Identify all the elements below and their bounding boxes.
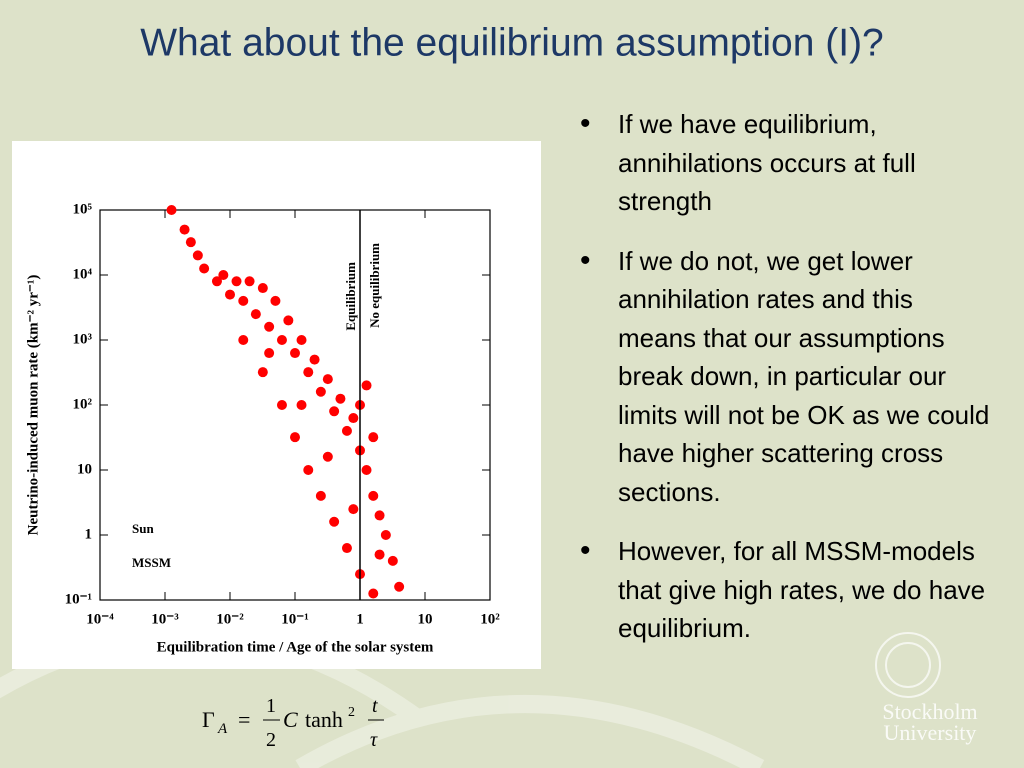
scatter-point [225, 289, 235, 300]
scatter-point [394, 581, 405, 592]
scatter-point [283, 315, 294, 326]
y-tick-label: 10² [73, 396, 93, 412]
y-tick-label: 1 [85, 526, 93, 542]
annotation: Equilibrium [343, 262, 358, 331]
logo-text: University [884, 720, 977, 745]
scatter-point [315, 386, 326, 397]
scatter-point [199, 263, 210, 274]
scatter-point [264, 321, 275, 332]
scatter-point [238, 295, 249, 306]
scatter-point [185, 237, 196, 248]
formula-part: 1 [266, 695, 276, 717]
annotation: MSSM [132, 555, 171, 570]
x-tick-label: 10⁻¹ [281, 611, 308, 627]
annotation: No equilibrium [367, 243, 382, 328]
formula-part: = [238, 707, 250, 732]
scatter-point [374, 549, 385, 560]
x-tick-label: 10⁻⁴ [86, 611, 114, 627]
scatter-point [257, 283, 268, 294]
scatter-point [296, 400, 307, 410]
x-tick-label: 10 [418, 611, 433, 627]
x-tick-label: 10² [480, 611, 500, 627]
slide-title: What about the equilibrium assumption (I… [140, 21, 884, 64]
scatter-point [368, 490, 379, 501]
scatter-point [387, 555, 398, 566]
scatter-point [244, 276, 255, 287]
formula-part: t [372, 695, 378, 717]
scatter-point [303, 367, 314, 378]
formula-part: 2 [266, 729, 276, 751]
bullet-list: If we have equilibrium, annihilations oc… [578, 105, 998, 669]
formula-part: tanh [305, 707, 343, 732]
formula-part: 2 [348, 705, 355, 720]
scatter-point [341, 425, 352, 436]
scatter-point [231, 276, 242, 287]
formula-part: C [283, 707, 298, 732]
scatter-point [348, 413, 359, 424]
scatter-point [192, 250, 203, 261]
scatter-point [368, 432, 379, 443]
scatter-point [322, 374, 333, 385]
scatter-point [374, 510, 385, 521]
y-axis-label: Neutrino-induced muon rate (km⁻² yr⁻¹) [25, 275, 41, 536]
scatter-point [166, 205, 177, 215]
formula-part: Γ [202, 707, 215, 732]
scatter-point [380, 530, 391, 540]
scatter-point [264, 348, 275, 359]
scatter-point [341, 543, 352, 554]
scatter-point [348, 504, 359, 515]
scatter-point [361, 380, 372, 391]
x-axis-label: Equilibration time / Age of the solar sy… [157, 639, 434, 655]
logo-text: Stockholm [882, 699, 977, 724]
scatter-point [322, 451, 333, 462]
scatter-point [270, 295, 281, 306]
bullet: However, for all MSSM-models that give h… [578, 532, 998, 648]
x-tick-label: 1 [356, 611, 364, 627]
scatter-point [290, 432, 300, 443]
x-tick-label: 10⁻³ [151, 611, 179, 627]
scatter-point [238, 335, 249, 345]
scatter-point [309, 354, 320, 365]
y-tick-label: 10⁻¹ [65, 591, 92, 607]
scatter-point [276, 335, 287, 345]
scatter-point [315, 490, 326, 501]
scatter-point [179, 224, 190, 235]
y-tick-label: 10⁵ [73, 201, 93, 217]
scatter-point [329, 516, 340, 527]
scatter-point [368, 588, 379, 599]
y-tick-label: 10⁴ [73, 266, 93, 282]
scatter-point [303, 465, 314, 475]
scatter-point [296, 335, 307, 345]
annotation: Sun [132, 521, 154, 536]
bullet: If we have equilibrium, annihilations oc… [578, 105, 998, 221]
y-tick-label: 10³ [73, 331, 93, 347]
scatter-point [361, 465, 372, 475]
x-tick-label: 10⁻² [216, 611, 244, 627]
bullet: If we do not, we get lower annihilation … [578, 242, 998, 512]
scatter-point [276, 400, 287, 410]
scatter-point [211, 276, 222, 287]
y-tick-label: 10 [77, 461, 92, 477]
formula-part: A [217, 721, 228, 737]
scatter-point [335, 393, 346, 404]
scatter-point [250, 309, 261, 320]
formula: Γ A = 1 2 C tanh 2 t τ [202, 695, 384, 751]
scatter-point [218, 270, 229, 280]
scatter-point [290, 348, 300, 359]
scatter-point [257, 367, 268, 378]
scatter-point [329, 406, 340, 417]
formula-part: τ [370, 729, 378, 751]
